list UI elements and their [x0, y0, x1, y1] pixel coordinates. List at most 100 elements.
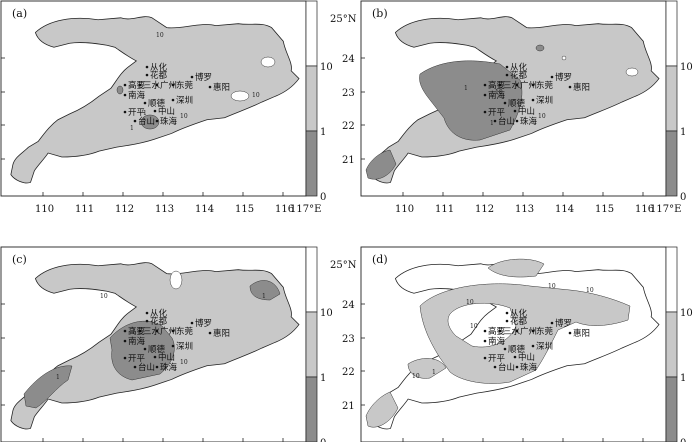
city-label: 花都	[510, 70, 528, 81]
city-label: 花都	[150, 70, 168, 81]
city-marker	[171, 344, 175, 348]
city-label: 中山	[158, 106, 175, 117]
city-marker	[513, 355, 517, 359]
city-marker	[505, 319, 509, 323]
colorbar-segment	[665, 0, 678, 67]
contour-label: 10	[156, 32, 164, 39]
colorbar-segment	[665, 311, 678, 378]
colorbar-segment	[305, 246, 318, 313]
city-marker	[531, 344, 535, 348]
city-label: 南海	[128, 90, 146, 101]
y-tick-label: 23	[342, 334, 355, 345]
city-label: 广州	[160, 326, 177, 337]
city-marker	[155, 119, 159, 123]
city-marker	[483, 329, 487, 333]
city-label: 三水	[503, 80, 521, 91]
x-tick-label: 110	[35, 204, 54, 215]
city-label: 珠海	[520, 116, 538, 127]
city-label: 从化	[510, 308, 528, 319]
contour-label: 10	[180, 359, 188, 366]
city-marker	[505, 65, 509, 69]
colorbar-label: 10	[320, 62, 333, 73]
colorbar-segment	[305, 311, 318, 378]
city-marker	[145, 73, 149, 77]
city-label: 博罗	[195, 72, 212, 83]
city-label: 中山	[518, 106, 535, 117]
city-label: 东莞	[176, 80, 194, 91]
x-tick-label: 113	[515, 204, 534, 215]
city-label: 开平	[488, 108, 506, 118]
city-label: 珠海	[160, 116, 178, 127]
city-marker	[493, 119, 497, 123]
colorbar-label: 10	[680, 62, 693, 73]
city-label: 从化	[510, 62, 528, 73]
city-marker	[208, 85, 212, 89]
colorbar-label: 10	[320, 308, 333, 319]
city-marker	[123, 356, 127, 360]
city-label: 广州	[520, 326, 537, 337]
colorbar-segment	[665, 376, 678, 442]
city-marker	[498, 329, 502, 333]
city-label: 广州	[520, 80, 537, 91]
city-marker	[138, 83, 142, 87]
panel-label: (b)	[372, 7, 388, 20]
city-marker	[208, 331, 212, 335]
colorbar-label: 1	[680, 373, 686, 384]
city-label: 广州	[160, 80, 177, 91]
colorbar-segment	[305, 376, 318, 442]
city-marker	[483, 83, 487, 87]
city-label: 花都	[510, 316, 528, 327]
city-marker	[153, 109, 157, 113]
city-marker	[155, 329, 159, 333]
colorbar-segment	[305, 65, 318, 132]
x-tick-label: 111	[435, 204, 454, 215]
contour-label: 10	[586, 287, 594, 294]
x-tick-label: 114	[195, 204, 214, 215]
city-marker	[153, 355, 157, 359]
city-marker	[515, 83, 519, 87]
city-label: 台山	[498, 116, 515, 127]
city-label: 中山	[158, 352, 175, 363]
city-marker	[190, 321, 194, 325]
city-marker	[133, 119, 137, 123]
x-tick-label: 116	[635, 204, 654, 215]
city-label: 高要	[128, 80, 146, 91]
city-marker	[505, 73, 509, 77]
city-marker	[515, 119, 519, 123]
city-label: 东莞	[536, 326, 554, 337]
city-label: 开平	[488, 354, 506, 364]
city-label: 南海	[488, 90, 506, 101]
city-label: 博罗	[555, 72, 572, 83]
city-marker	[145, 65, 149, 69]
x-tick-label: 113	[155, 204, 174, 215]
y-tick-label: 24	[342, 300, 355, 311]
city-marker	[550, 75, 554, 79]
x-tick-label: 117°E	[650, 204, 681, 215]
y-tick-label: 22	[342, 367, 355, 378]
colorbar-label: 0	[680, 438, 686, 442]
colorbar-segment	[665, 246, 678, 313]
contour-label: 10	[548, 283, 556, 290]
city-marker	[483, 110, 487, 114]
city-label: 珠海	[160, 362, 178, 373]
contour-label: 10	[412, 373, 420, 380]
city-label: 开平	[128, 354, 146, 364]
city-label: 从化	[150, 308, 168, 319]
city-marker	[123, 83, 127, 87]
city-marker	[531, 329, 535, 333]
city-marker	[143, 101, 147, 105]
city-marker	[143, 347, 147, 351]
colorbar-segment	[305, 130, 318, 197]
x-tick-label: 117°E	[290, 204, 321, 215]
x-tick-label: 112	[475, 204, 494, 215]
city-marker	[568, 331, 572, 335]
y-tick-label: 21	[342, 155, 355, 166]
colorbar-layer: 0110011001100110	[305, 0, 693, 442]
city-marker	[550, 321, 554, 325]
contour-label: 1	[490, 120, 494, 127]
city-marker	[155, 365, 159, 369]
contour-label: 10	[470, 323, 478, 330]
